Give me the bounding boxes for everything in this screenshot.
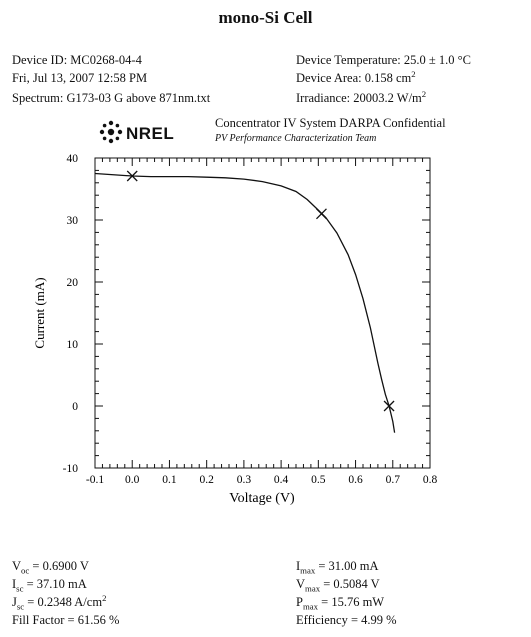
- x-tick-label: 0.0: [125, 474, 140, 486]
- jsc-subscript: sc: [16, 601, 25, 612]
- x-axis-label: Voltage (V): [229, 491, 295, 506]
- x-tick-label: -0.1: [86, 474, 104, 486]
- x-tick-label: 0.1: [162, 474, 177, 486]
- result-jsc: Jsc = 0.2348 A/cm2: [12, 592, 107, 612]
- nrel-logo-icon: [99, 120, 123, 144]
- x-tick-label: 0.4: [274, 474, 289, 486]
- y-tick-label: 30: [67, 215, 79, 227]
- org-line-2: PV Performance Characterization Team: [215, 133, 377, 144]
- vmax-symbol: V: [296, 577, 306, 591]
- result-fill-factor: Fill Factor = 61.56 %: [12, 613, 120, 627]
- device-area: Device Area: 0.158 cm2: [296, 68, 416, 86]
- result-voc: Voc = 0.6900 V: [12, 559, 89, 576]
- irradiance: Irradiance: 20003.2 W/m2: [296, 88, 427, 106]
- axis-ticks: [94, 157, 431, 469]
- isc-value: = 37.10 mA: [23, 577, 87, 591]
- voc-subscript: oc: [21, 565, 30, 576]
- key-point-marker: [383, 400, 395, 412]
- pmax-value: = 15.76 mW: [318, 595, 385, 609]
- key-point-marker: [126, 170, 138, 182]
- isc-subscript: sc: [16, 583, 24, 594]
- key-point-marker: [316, 208, 327, 220]
- result-imax: Imax = 31.00 mA: [296, 559, 379, 576]
- imax-value: = 31.00 mA: [315, 559, 379, 573]
- result-vmax: Vmax = 0.5084 V: [296, 577, 380, 594]
- axis-tick-labels: -0.1 0.0 0.1 0.2 0.3 0.4 0.5 0.6 0.7 0.8 -10 0 10 20 3…: [63, 153, 438, 486]
- jsc-value: = 0.2348 A/cm: [24, 595, 103, 609]
- org-line-1: Concentrator IV System DARPA Confidentia…: [215, 116, 446, 130]
- device-area-exponent: 2: [411, 68, 416, 79]
- jsc-exponent: 2: [102, 592, 107, 603]
- measurement-datetime: Fri, Jul 13, 2007 12:58 PM: [12, 71, 148, 85]
- irradiance-text: Irradiance: 20003.2 W/m: [296, 91, 422, 105]
- imax-symbol: I: [296, 559, 301, 573]
- device-id: Device ID: MC0268-04-4: [12, 53, 142, 67]
- plot-frame: [94, 157, 431, 469]
- y-tick-label: 20: [67, 277, 79, 289]
- page-title: mono-Si Cell: [218, 8, 313, 27]
- y-tick-label: 10: [67, 339, 79, 351]
- y-axis-label: Current (mA): [32, 277, 47, 348]
- isc-symbol: I: [12, 577, 17, 591]
- voc-symbol: V: [12, 559, 22, 573]
- x-tick-label: 0.7: [386, 474, 401, 486]
- irradiance-exponent: 2: [421, 88, 427, 99]
- device-area-text: Device Area: 0.158 cm: [296, 71, 412, 85]
- device-temperature: Device Temperature: 25.0 ± 1.0 °C: [296, 53, 471, 67]
- imax-subscript: max: [300, 565, 316, 576]
- x-tick-label: 0.5: [311, 474, 326, 486]
- nrel-logo-text: NREL: [126, 124, 175, 143]
- y-tick-label: 40: [67, 153, 79, 165]
- vmax-value: = 0.5084 V: [320, 577, 380, 591]
- iv-curve-line: [94, 172, 396, 433]
- vmax-subscript: max: [305, 583, 321, 594]
- voc-value: = 0.6900 V: [29, 559, 89, 573]
- jsc-symbol: J: [12, 595, 17, 609]
- pmax-subscript: max: [302, 601, 319, 612]
- key-point-markers: [126, 170, 395, 412]
- x-tick-label: 0.2: [199, 474, 214, 486]
- result-isc: Isc = 37.10 mA: [12, 577, 87, 594]
- result-efficiency: Efficiency = 4.99 %: [296, 613, 397, 627]
- y-tick-label: 0: [72, 401, 78, 413]
- result-pmax: Pmax = 15.76 mW: [296, 595, 385, 612]
- spectrum-file: Spectrum: G173-03 G above 871nm.txt: [12, 91, 211, 105]
- x-tick-label: 0.6: [348, 474, 363, 486]
- y-tick-label: -10: [63, 463, 79, 475]
- x-tick-label: 0.8: [423, 474, 438, 486]
- x-tick-label: 0.3: [237, 474, 252, 486]
- pmax-symbol: P: [296, 595, 303, 609]
